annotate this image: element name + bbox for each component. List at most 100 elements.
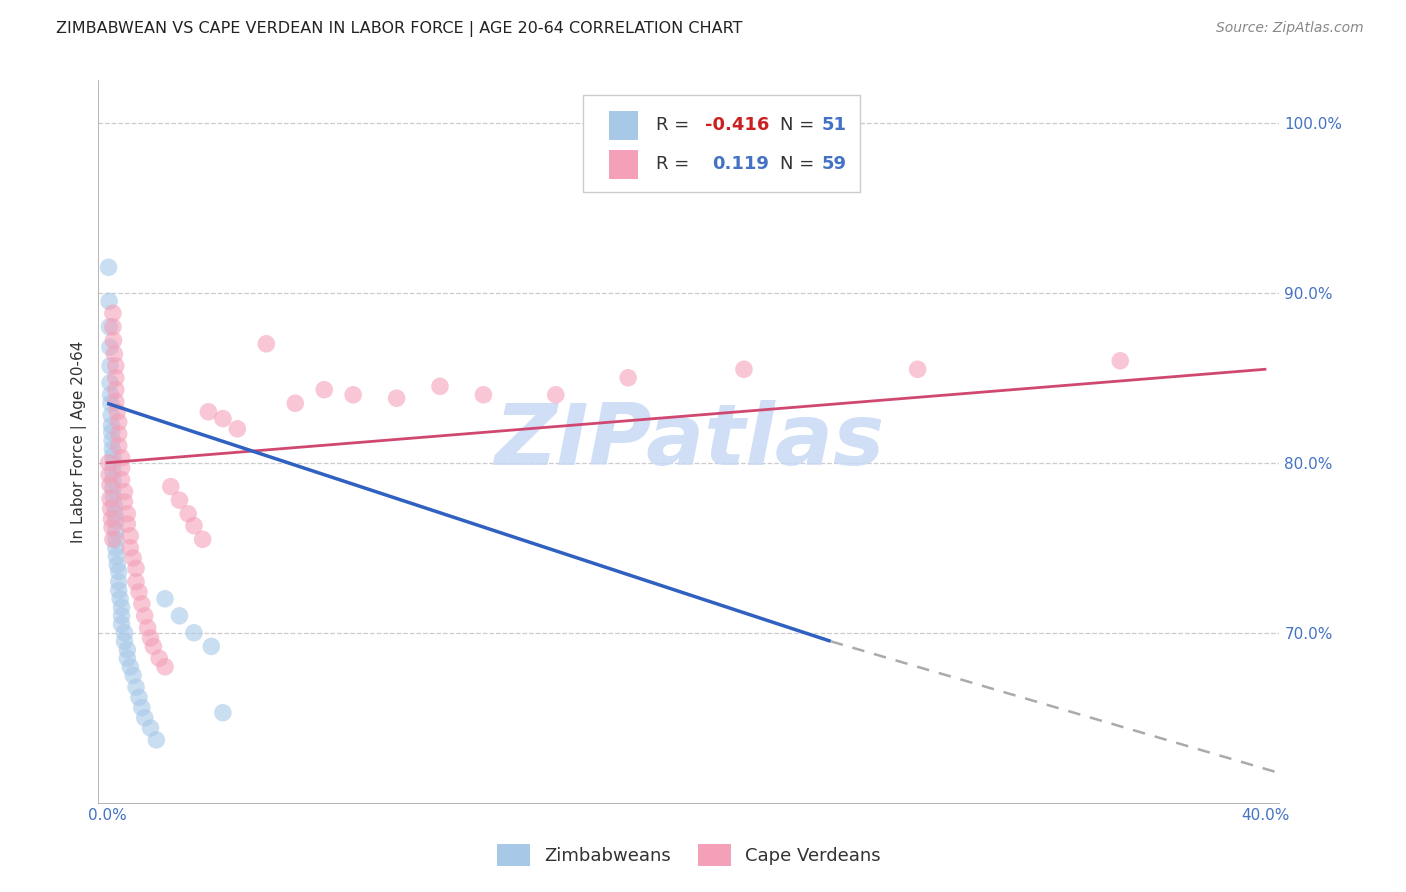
Point [125,561,148,575]
Point [103,347,125,361]
Point [98,376,121,390]
Point [100,396,122,410]
Point [114,625,136,640]
Point [101,449,124,463]
Point [104,394,127,409]
Point [212,706,235,720]
Point [107,583,129,598]
Point [139,631,162,645]
Point [145,732,167,747]
Point [125,574,148,589]
Point [153,660,176,674]
Point [104,524,127,538]
Text: Source: ZipAtlas.com: Source: ZipAtlas.com [1216,21,1364,36]
Point [103,498,125,512]
Point [104,507,127,521]
Point [104,541,127,555]
Point [114,495,136,509]
FancyBboxPatch shape [609,111,638,140]
Point [117,642,139,657]
Point [125,680,148,694]
Point [342,388,364,402]
Point [100,501,122,516]
Text: R =: R = [655,116,695,134]
Y-axis label: In Labor Force | Age 20-64: In Labor Force | Age 20-64 [72,341,87,542]
Point [142,640,165,654]
Point [101,533,124,547]
Point [134,711,156,725]
Point [183,518,205,533]
Point [103,334,125,348]
Point [107,426,129,441]
Text: ZIMBABWEAN VS CAPE VERDEAN IN LABOR FORCE | AGE 20-64 CORRELATION CHART: ZIMBABWEAN VS CAPE VERDEAN IN LABOR FORC… [56,21,742,37]
Point [98,319,121,334]
Point [136,621,159,635]
Point [100,425,122,440]
Point [110,450,132,465]
Point [110,608,132,623]
Point [114,484,136,499]
Point [117,516,139,531]
Point [100,418,122,433]
Point [108,591,131,606]
Point [98,467,121,482]
Point [101,442,124,457]
Point [197,405,219,419]
Point [617,371,640,385]
Point [107,439,129,453]
Point [117,651,139,665]
Point [98,359,121,373]
Point [104,371,127,385]
Legend: Zimbabweans, Cape Verdeans: Zimbabweans, Cape Verdeans [491,837,887,873]
Point [159,480,181,494]
Point [110,617,132,632]
Point [314,383,336,397]
Point [131,700,153,714]
Point [733,362,755,376]
Point [169,608,191,623]
Point [191,533,214,547]
Point [153,591,176,606]
Point [120,660,142,674]
Point [105,549,128,564]
Text: 51: 51 [821,116,846,134]
Point [101,464,124,478]
Point [107,574,129,589]
Point [101,473,124,487]
Point [101,456,124,470]
Text: R =: R = [655,155,695,173]
Point [105,405,128,419]
Point [100,512,122,526]
Point [120,529,142,543]
Point [101,434,124,448]
Text: N =: N = [780,155,820,173]
Point [1109,353,1132,368]
Text: ZIPatlas: ZIPatlas [494,400,884,483]
Point [177,507,200,521]
Point [97,456,120,470]
Point [169,493,191,508]
Text: 59: 59 [821,155,846,173]
Point [105,558,128,572]
Point [101,520,124,534]
Point [117,507,139,521]
Point [101,481,124,495]
Point [98,491,121,506]
Point [122,668,145,682]
Point [110,461,132,475]
Point [134,608,156,623]
Point [100,388,122,402]
Point [110,473,132,487]
Point [104,383,127,397]
Point [128,585,150,599]
Text: -0.416: -0.416 [706,116,770,134]
Point [472,388,495,402]
Point [212,411,235,425]
Point [183,625,205,640]
Point [98,478,121,492]
Point [107,565,129,579]
Point [101,319,124,334]
Point [139,721,162,735]
Point [200,640,222,654]
Point [104,359,127,373]
